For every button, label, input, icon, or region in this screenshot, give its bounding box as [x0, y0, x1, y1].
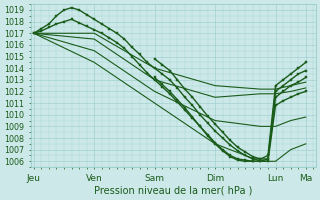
- X-axis label: Pression niveau de la mer( hPa ): Pression niveau de la mer( hPa ): [94, 186, 253, 196]
